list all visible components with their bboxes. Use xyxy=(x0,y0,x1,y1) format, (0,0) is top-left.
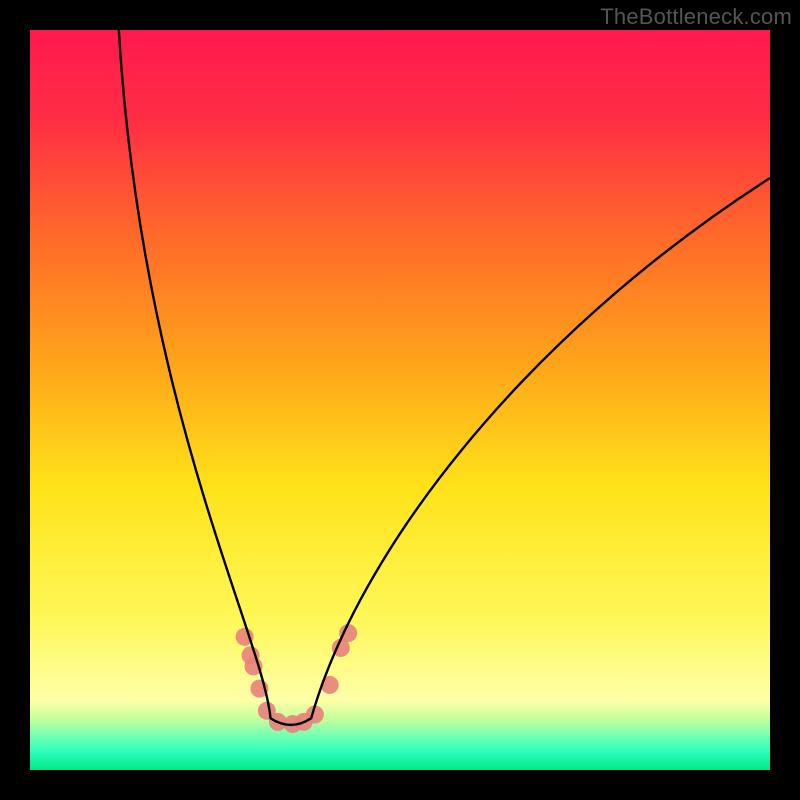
chart-svg xyxy=(0,0,800,800)
chart-root: TheBottleneck.com xyxy=(0,0,800,800)
gradient-panel xyxy=(30,30,770,770)
